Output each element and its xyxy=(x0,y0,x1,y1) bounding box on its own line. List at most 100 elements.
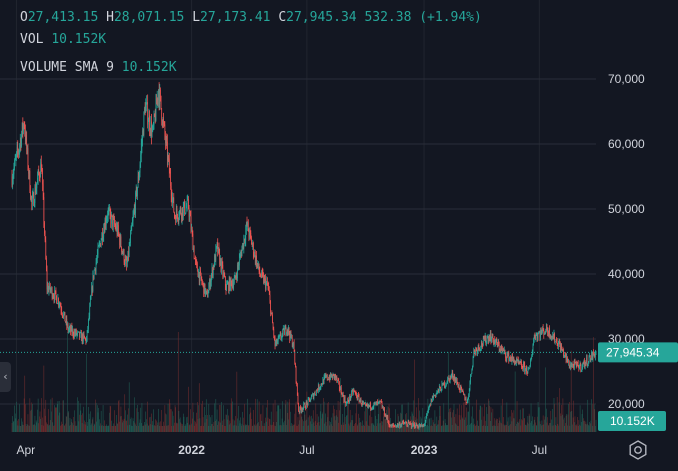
volume-bar xyxy=(78,421,80,432)
volume-bar xyxy=(477,425,479,432)
volume-bar xyxy=(383,416,385,432)
candle-body xyxy=(485,335,487,344)
candle-body xyxy=(141,141,143,146)
candle-body xyxy=(453,377,454,379)
volume-bar xyxy=(169,403,171,432)
volume-bar xyxy=(260,413,262,432)
volume-bar xyxy=(435,425,437,432)
candle-body xyxy=(69,328,70,330)
volume-bar xyxy=(341,424,343,432)
candle-body xyxy=(500,349,501,352)
time-tick-label: Jul xyxy=(532,443,547,457)
candle-body xyxy=(209,279,211,288)
volume-bar xyxy=(269,418,270,432)
volume-bar xyxy=(58,400,60,432)
volume-bar xyxy=(237,418,238,432)
candle-body xyxy=(327,379,329,380)
volume-bar xyxy=(544,419,545,432)
volume-bar xyxy=(557,423,559,432)
volume-bar xyxy=(544,416,546,432)
volume-bar xyxy=(49,420,51,432)
candle-body xyxy=(181,214,182,219)
volume-bar xyxy=(249,407,251,432)
volume-bar xyxy=(567,414,569,432)
legend-volume-row[interactable]: VOL 10.152K xyxy=(20,30,482,52)
volume-bar xyxy=(565,423,566,432)
candle-body xyxy=(228,278,230,292)
volume-bar xyxy=(485,420,487,432)
volume-bar xyxy=(462,418,464,432)
candle-body xyxy=(319,387,321,389)
volume-bar xyxy=(422,408,424,432)
volume-bar xyxy=(70,425,71,432)
candle-body xyxy=(288,327,289,332)
volume-bar xyxy=(98,419,100,432)
volume-bar xyxy=(16,425,18,432)
volume-bar xyxy=(100,423,101,432)
candle-body xyxy=(300,408,302,412)
candle-body xyxy=(224,276,226,277)
candle-body xyxy=(456,379,458,384)
volume-bar xyxy=(199,418,201,432)
volume-bar xyxy=(578,420,580,432)
volume-bar xyxy=(539,421,541,432)
candle-body xyxy=(432,395,434,398)
candle-body xyxy=(151,121,152,137)
volume-bar xyxy=(268,425,269,432)
gear-icon[interactable] xyxy=(627,439,649,461)
candle-body xyxy=(266,281,268,283)
candle-body xyxy=(576,363,577,366)
volume-bar xyxy=(118,399,120,432)
volume-bar xyxy=(423,425,425,432)
volume-bar xyxy=(180,422,182,432)
volume-bar xyxy=(305,419,307,432)
candle-body xyxy=(344,397,345,401)
candle-body xyxy=(553,335,554,340)
volume-bar xyxy=(253,425,255,432)
volume-bar xyxy=(146,423,148,432)
candle-body xyxy=(55,290,57,296)
legend-sma-row[interactable]: VOLUME SMA 9 10.152K xyxy=(20,58,482,80)
price-tick-label: 60,000 xyxy=(608,137,645,151)
volume-bar xyxy=(419,410,420,432)
volume-bar xyxy=(362,425,364,432)
candle-body xyxy=(32,193,34,197)
candle-body xyxy=(391,424,393,426)
candle-body xyxy=(190,216,192,230)
candle-body xyxy=(109,208,111,214)
volume-bar xyxy=(245,424,247,432)
candle-body xyxy=(84,336,85,339)
candle-body xyxy=(148,121,149,125)
volume-bar xyxy=(481,419,482,432)
volume-bar xyxy=(212,423,213,432)
candle-body xyxy=(450,376,452,378)
volume-bar xyxy=(23,398,25,432)
volume-bar xyxy=(148,425,149,432)
volume-bar xyxy=(107,425,109,432)
candle-body xyxy=(444,382,445,388)
volume-bar xyxy=(261,420,262,432)
volume-bar xyxy=(494,418,496,432)
candle-body xyxy=(90,299,91,307)
chevron-left-icon[interactable]: ‹ xyxy=(0,362,11,392)
volume-bar xyxy=(427,398,429,432)
volume-bar xyxy=(288,402,290,432)
volume-bar xyxy=(535,425,537,432)
candle-body xyxy=(497,341,499,347)
volume-bar xyxy=(446,424,448,432)
candle-body xyxy=(227,282,229,284)
volume-bar xyxy=(60,424,62,432)
candle-body xyxy=(114,224,116,227)
volume-bar xyxy=(498,423,499,432)
candle-body xyxy=(77,331,78,334)
volume-bar xyxy=(98,407,99,432)
volume-bar xyxy=(174,422,175,432)
candle-body xyxy=(161,108,163,122)
candle-body xyxy=(343,396,345,401)
candle-body xyxy=(196,261,198,264)
candle-body xyxy=(199,270,201,282)
volume-bar xyxy=(44,408,45,432)
candle-body xyxy=(588,357,590,362)
